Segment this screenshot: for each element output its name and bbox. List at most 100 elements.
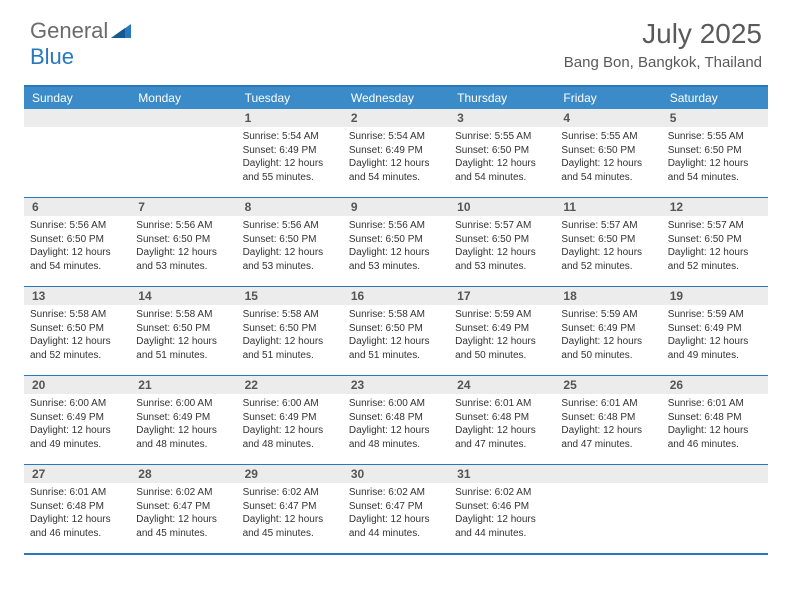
sunrise-text: Sunrise: 5:54 AM (243, 130, 337, 144)
day-header-fri: Friday (555, 87, 661, 109)
sunset-text: Sunset: 6:50 PM (30, 322, 124, 336)
daylight-text: Daylight: 12 hours and 52 minutes. (30, 335, 124, 362)
calendar-cell: 4Sunrise: 5:55 AMSunset: 6:50 PMDaylight… (555, 109, 661, 197)
sunrise-text: Sunrise: 6:00 AM (349, 397, 443, 411)
calendar-cell: 16Sunrise: 5:58 AMSunset: 6:50 PMDayligh… (343, 287, 449, 375)
calendar-cell: 19Sunrise: 5:59 AMSunset: 6:49 PMDayligh… (662, 287, 768, 375)
calendar-cell: 9Sunrise: 5:56 AMSunset: 6:50 PMDaylight… (343, 198, 449, 286)
sunset-text: Sunset: 6:49 PM (136, 411, 230, 425)
day-number: 2 (343, 109, 449, 127)
daylight-text: Daylight: 12 hours and 52 minutes. (668, 246, 762, 273)
day-number: 19 (662, 287, 768, 305)
sunrise-text: Sunrise: 5:55 AM (561, 130, 655, 144)
calendar-cell: 11Sunrise: 5:57 AMSunset: 6:50 PMDayligh… (555, 198, 661, 286)
sunrise-text: Sunrise: 5:59 AM (668, 308, 762, 322)
sunrise-text: Sunrise: 6:01 AM (455, 397, 549, 411)
sunrise-text: Sunrise: 6:01 AM (561, 397, 655, 411)
day-header-sat: Saturday (662, 87, 768, 109)
sunrise-text: Sunrise: 5:59 AM (561, 308, 655, 322)
sunrise-text: Sunrise: 5:58 AM (243, 308, 337, 322)
calendar-cell: 17Sunrise: 5:59 AMSunset: 6:49 PMDayligh… (449, 287, 555, 375)
calendar-cell: 15Sunrise: 5:58 AMSunset: 6:50 PMDayligh… (237, 287, 343, 375)
daylight-text: Daylight: 12 hours and 48 minutes. (136, 424, 230, 451)
sunrise-text: Sunrise: 5:55 AM (668, 130, 762, 144)
sunset-text: Sunset: 6:47 PM (243, 500, 337, 514)
day-number: 10 (449, 198, 555, 216)
day-number: 7 (130, 198, 236, 216)
day-number: 22 (237, 376, 343, 394)
calendar-cell (130, 109, 236, 197)
calendar-cell (555, 465, 661, 553)
calendar-cell: 24Sunrise: 6:01 AMSunset: 6:48 PMDayligh… (449, 376, 555, 464)
week-row: 13Sunrise: 5:58 AMSunset: 6:50 PMDayligh… (24, 286, 768, 375)
day-number: 27 (24, 465, 130, 483)
daylight-text: Daylight: 12 hours and 53 minutes. (349, 246, 443, 273)
calendar-cell: 18Sunrise: 5:59 AMSunset: 6:49 PMDayligh… (555, 287, 661, 375)
daylight-text: Daylight: 12 hours and 47 minutes. (561, 424, 655, 451)
daylight-text: Daylight: 12 hours and 46 minutes. (668, 424, 762, 451)
sunset-text: Sunset: 6:50 PM (243, 322, 337, 336)
daylight-text: Daylight: 12 hours and 50 minutes. (455, 335, 549, 362)
daylight-text: Daylight: 12 hours and 53 minutes. (136, 246, 230, 273)
sunset-text: Sunset: 6:50 PM (455, 144, 549, 158)
daylight-text: Daylight: 12 hours and 51 minutes. (243, 335, 337, 362)
sunset-text: Sunset: 6:48 PM (561, 411, 655, 425)
sunset-text: Sunset: 6:48 PM (455, 411, 549, 425)
day-number: 29 (237, 465, 343, 483)
day-number: 1 (237, 109, 343, 127)
sunrise-text: Sunrise: 5:58 AM (30, 308, 124, 322)
sunrise-text: Sunrise: 5:58 AM (136, 308, 230, 322)
sunset-text: Sunset: 6:50 PM (561, 144, 655, 158)
sunrise-text: Sunrise: 6:01 AM (30, 486, 124, 500)
daylight-text: Daylight: 12 hours and 46 minutes. (30, 513, 124, 540)
calendar-cell: 25 Sunrise: 6:01 AMSunset: 6:48 PMDayligh… (555, 376, 661, 464)
sunrise-text: Sunrise: 6:00 AM (30, 397, 124, 411)
calendar-cell: 28Sunrise: 6:02 AMSunset: 6:47 PMDayligh… (130, 465, 236, 553)
day-number: 23 (343, 376, 449, 394)
day-number: 28 (130, 465, 236, 483)
sunset-text: Sunset: 6:49 PM (455, 322, 549, 336)
sunset-text: Sunset: 6:50 PM (136, 233, 230, 247)
sunrise-text: Sunrise: 5:59 AM (455, 308, 549, 322)
sunset-text: Sunset: 6:47 PM (136, 500, 230, 514)
sunset-text: Sunset: 6:49 PM (30, 411, 124, 425)
sunset-text: Sunset: 6:49 PM (243, 144, 337, 158)
calendar-cell: 8Sunrise: 5:56 AMSunset: 6:50 PMDaylight… (237, 198, 343, 286)
day-number: 31 (449, 465, 555, 483)
weeks-container: 1Sunrise: 5:54 AMSunset: 6:49 PMDaylight… (24, 109, 768, 553)
day-header-sun: Sunday (24, 87, 130, 109)
header: General July 2025 Bang Bon, Bangkok, Tha… (0, 0, 792, 79)
day-header-mon: Monday (130, 87, 236, 109)
logo-text-general: General (30, 18, 108, 44)
day-number: 9 (343, 198, 449, 216)
sunrise-text: Sunrise: 5:56 AM (30, 219, 124, 233)
sunrise-text: Sunrise: 5:54 AM (349, 130, 443, 144)
day-header-thu: Thursday (449, 87, 555, 109)
daylight-text: Daylight: 12 hours and 54 minutes. (455, 157, 549, 184)
day-number: 25 (555, 376, 661, 394)
sunrise-text: Sunrise: 6:01 AM (668, 397, 762, 411)
day-number (555, 465, 661, 483)
calendar-cell: 21Sunrise: 6:00 AMSunset: 6:49 PMDayligh… (130, 376, 236, 464)
daylight-text: Daylight: 12 hours and 54 minutes. (561, 157, 655, 184)
day-number: 16 (343, 287, 449, 305)
calendar-cell: 7Sunrise: 5:56 AMSunset: 6:50 PMDaylight… (130, 198, 236, 286)
daylight-text: Daylight: 12 hours and 48 minutes. (243, 424, 337, 451)
daylight-text: Daylight: 12 hours and 51 minutes. (349, 335, 443, 362)
daylight-text: Daylight: 12 hours and 44 minutes. (349, 513, 443, 540)
daylight-text: Daylight: 12 hours and 54 minutes. (349, 157, 443, 184)
daylight-text: Daylight: 12 hours and 51 minutes. (136, 335, 230, 362)
calendar-cell: 2Sunrise: 5:54 AMSunset: 6:49 PMDaylight… (343, 109, 449, 197)
day-number: 6 (24, 198, 130, 216)
daylight-text: Daylight: 12 hours and 45 minutes. (136, 513, 230, 540)
sunrise-text: Sunrise: 5:57 AM (561, 219, 655, 233)
sunrise-text: Sunrise: 6:00 AM (243, 397, 337, 411)
week-row: 1Sunrise: 5:54 AMSunset: 6:49 PMDaylight… (24, 109, 768, 197)
day-number: 8 (237, 198, 343, 216)
title-block: July 2025 Bang Bon, Bangkok, Thailand (564, 18, 762, 71)
week-row: 6Sunrise: 5:56 AMSunset: 6:50 PMDaylight… (24, 197, 768, 286)
calendar-cell (662, 465, 768, 553)
sunrise-text: Sunrise: 5:56 AM (349, 219, 443, 233)
calendar-cell: 23Sunrise: 6:00 AMSunset: 6:48 PMDayligh… (343, 376, 449, 464)
calendar-cell: 20Sunrise: 6:00 AMSunset: 6:49 PMDayligh… (24, 376, 130, 464)
